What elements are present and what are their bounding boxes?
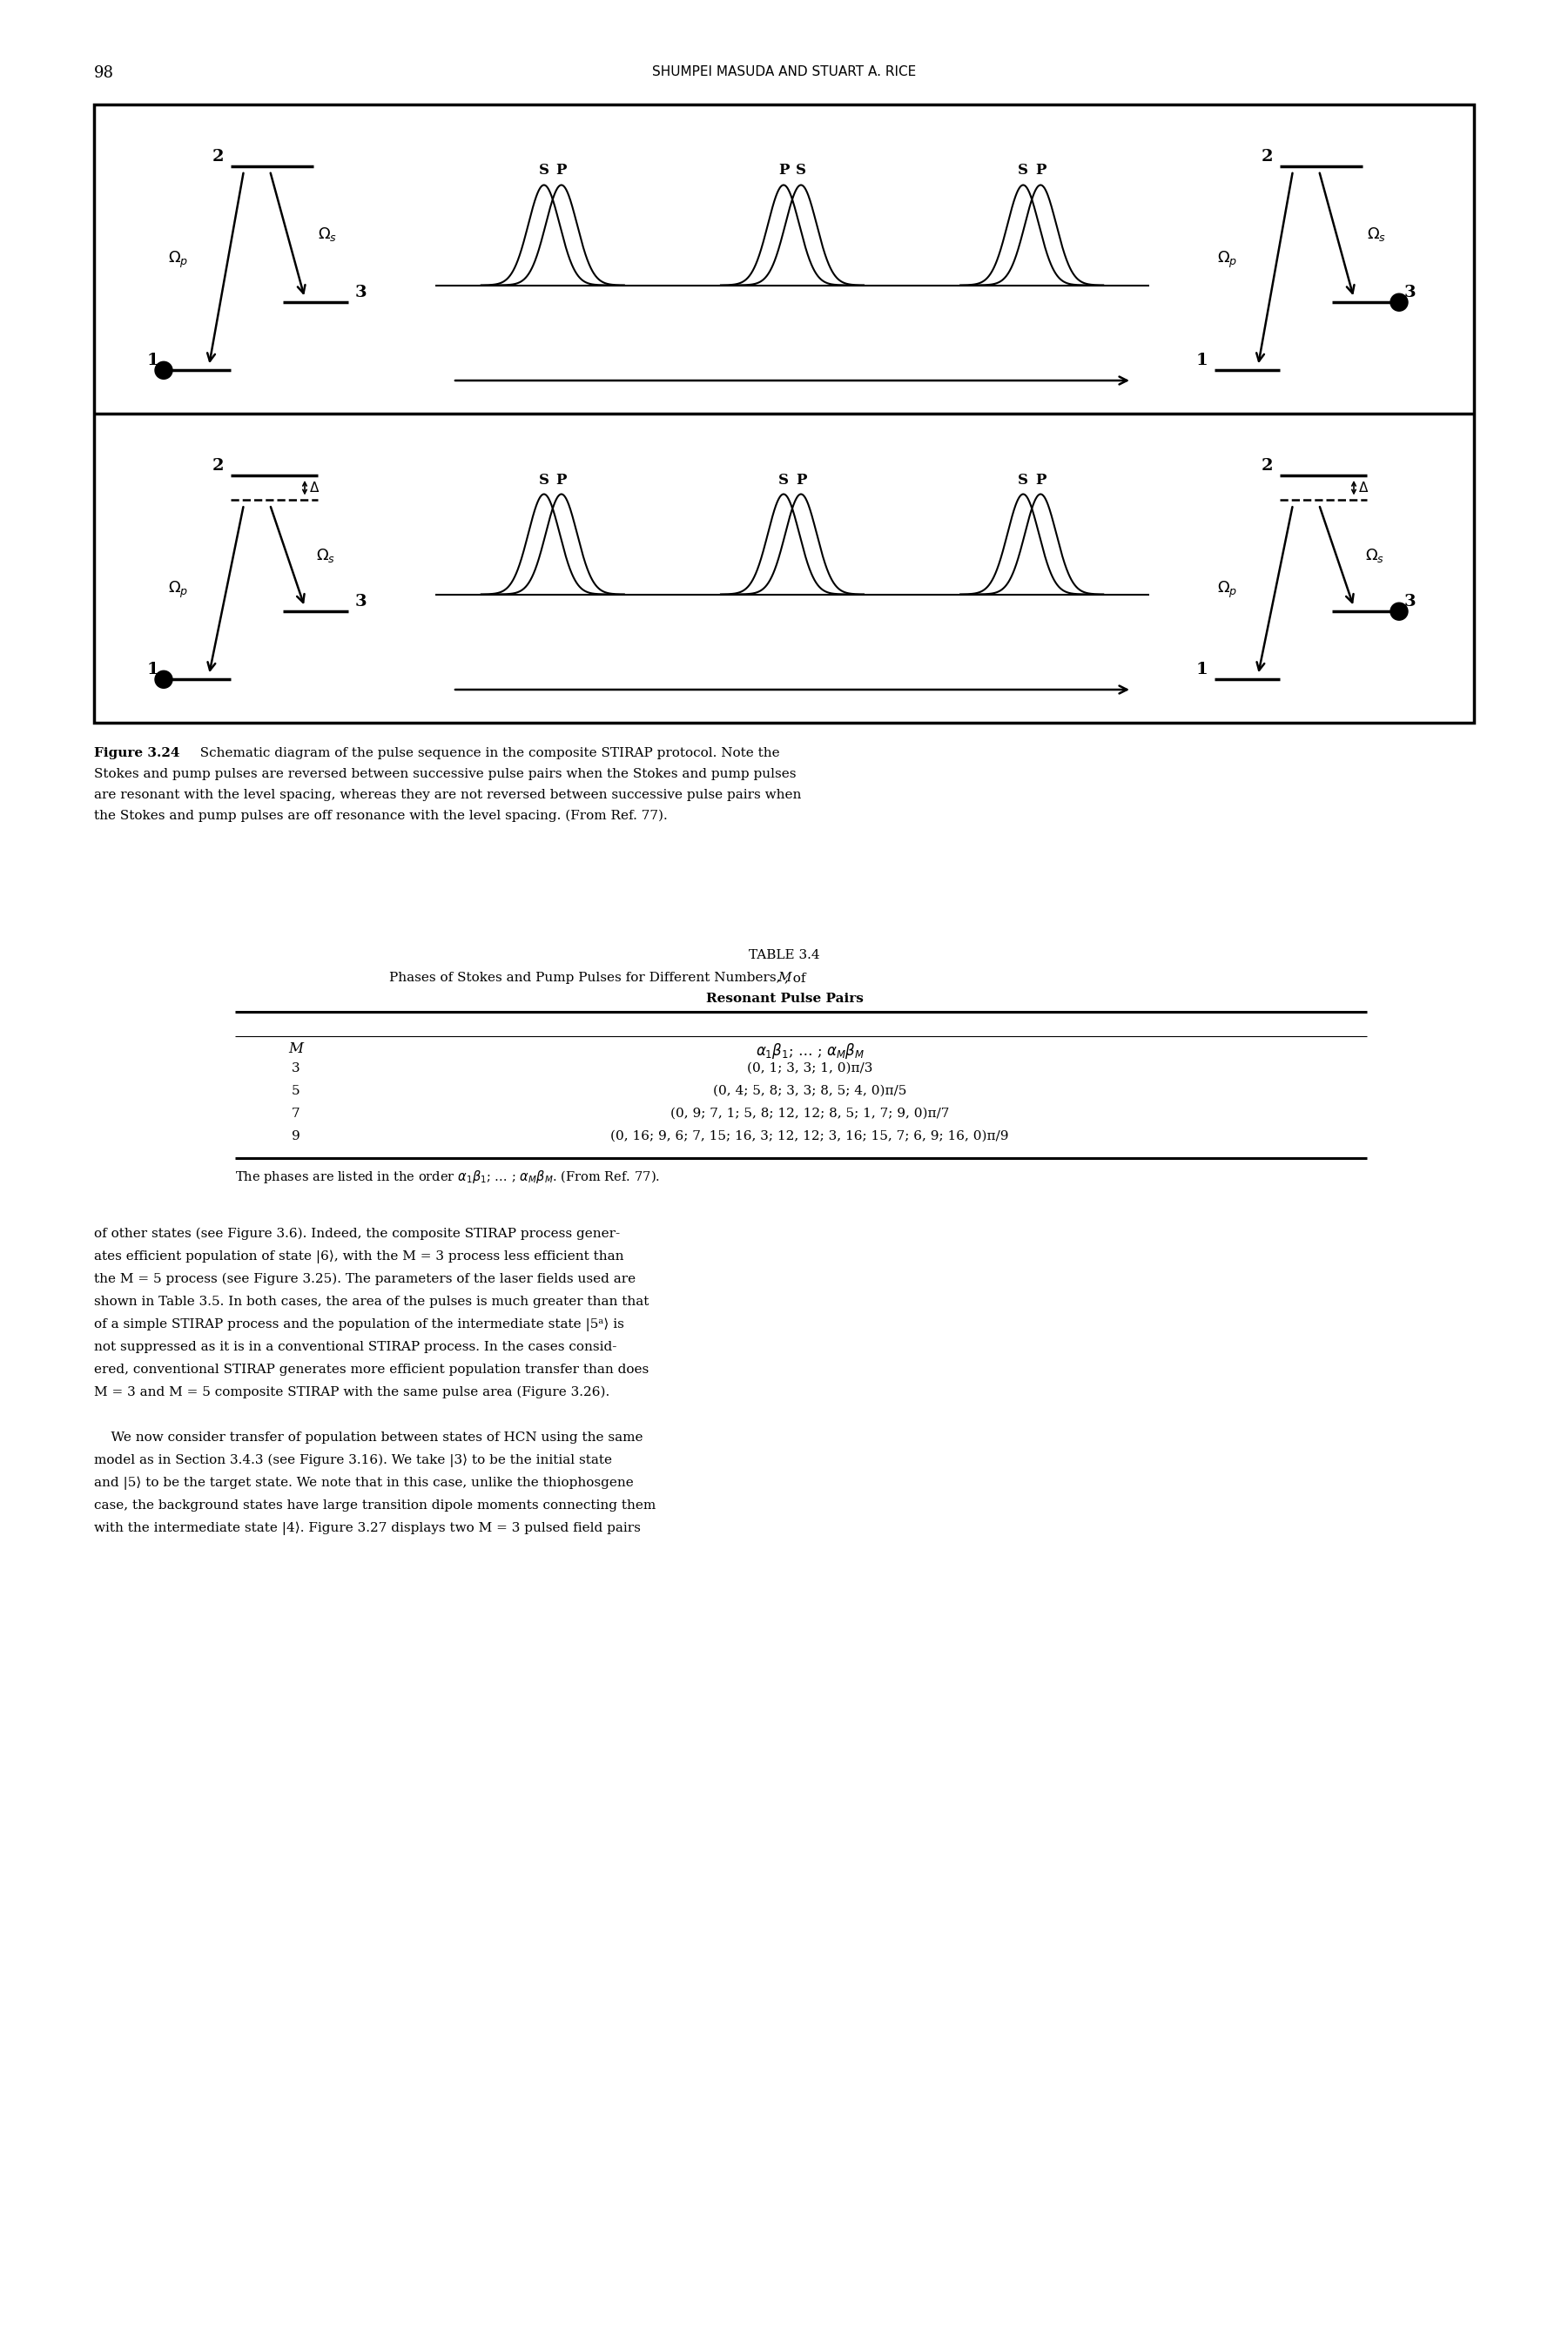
Text: $\Omega_s$: $\Omega_s$: [1367, 226, 1386, 242]
Text: M = 3 and M = 5 composite STIRAP with the same pulse area (Figure 3.26).: M = 3 and M = 5 composite STIRAP with th…: [94, 1387, 610, 1399]
Text: S: S: [539, 162, 549, 179]
Text: and |5⟩ to be the target state. We note that in this case, unlike the thiophosge: and |5⟩ to be the target state. We note …: [94, 1476, 633, 1491]
Text: with the intermediate state |4⟩. Figure 3.27 displays two M = 3 pulsed field pai: with the intermediate state |4⟩. Figure …: [94, 1521, 641, 1535]
Text: SHUMPEI MASUDA AND STUART A. RICE: SHUMPEI MASUDA AND STUART A. RICE: [652, 66, 916, 78]
Text: $\Omega_s$: $\Omega_s$: [317, 548, 336, 564]
Text: S: S: [1018, 473, 1029, 487]
Text: Phases of Stokes and Pump Pulses for Different Numbers,: Phases of Stokes and Pump Pulses for Dif…: [389, 971, 784, 985]
Text: $\Delta$: $\Delta$: [309, 482, 320, 494]
Circle shape: [1391, 294, 1408, 310]
Text: (0, 4; 5, 8; 3, 3; 8, 5; 4, 0)π/5: (0, 4; 5, 8; 3, 3; 8, 5; 4, 0)π/5: [713, 1084, 906, 1098]
Text: Schematic diagram of the pulse sequence in the composite STIRAP protocol. Note t: Schematic diagram of the pulse sequence …: [191, 748, 779, 759]
Circle shape: [155, 362, 172, 379]
Text: $\Omega_p$: $\Omega_p$: [168, 581, 188, 600]
Text: 3: 3: [1405, 595, 1416, 609]
Text: 1: 1: [146, 353, 158, 369]
Text: S: S: [539, 473, 549, 487]
Circle shape: [155, 670, 172, 689]
Text: 1: 1: [1195, 353, 1207, 369]
Text: 98: 98: [94, 66, 114, 80]
Text: TABLE 3.4: TABLE 3.4: [750, 950, 820, 962]
Text: We now consider transfer of population between states of HCN using the same: We now consider transfer of population b…: [94, 1432, 643, 1444]
Text: 7: 7: [292, 1107, 299, 1119]
Text: $\Delta$: $\Delta$: [1358, 482, 1369, 494]
Text: Figure 3.24: Figure 3.24: [94, 748, 180, 759]
Text: P: P: [795, 473, 806, 487]
Text: $\Omega_s$: $\Omega_s$: [1366, 548, 1385, 564]
Text: P: P: [778, 162, 789, 179]
Circle shape: [1391, 602, 1408, 621]
Text: the Stokes and pump pulses are off resonance with the level spacing. (From Ref. : the Stokes and pump pulses are off reson…: [94, 809, 668, 823]
Text: $\Omega_s$: $\Omega_s$: [318, 226, 337, 242]
Text: The phases are listed in the order $\alpha_1\beta_1$; … ; $\alpha_M\beta_M$. (Fr: The phases are listed in the order $\alp…: [235, 1168, 660, 1185]
Text: $\Omega_p$: $\Omega_p$: [168, 249, 188, 270]
Text: 2: 2: [1261, 148, 1273, 165]
Text: $\Omega_p$: $\Omega_p$: [1217, 249, 1237, 270]
Text: 2: 2: [212, 458, 224, 473]
Text: the M = 5 process (see Figure 3.25). The parameters of the laser fields used are: the M = 5 process (see Figure 3.25). The…: [94, 1272, 635, 1286]
Text: P: P: [557, 473, 566, 487]
Text: 5: 5: [292, 1084, 299, 1098]
Text: S: S: [778, 473, 789, 487]
Text: 3: 3: [1405, 284, 1416, 301]
Text: , of: , of: [784, 971, 806, 985]
Text: $\Omega_p$: $\Omega_p$: [1217, 581, 1237, 600]
Text: S: S: [1018, 162, 1029, 179]
Text: 3: 3: [356, 284, 367, 301]
Text: 1: 1: [146, 663, 158, 677]
Text: shown in Table 3.5. In both cases, the area of the pulses is much greater than t: shown in Table 3.5. In both cases, the a…: [94, 1295, 649, 1307]
Bar: [94, 103, 1474, 722]
Text: M: M: [778, 971, 792, 985]
Text: 2: 2: [1261, 458, 1273, 473]
Text: not suppressed as it is in a conventional STIRAP process. In the cases consid-: not suppressed as it is in a conventiona…: [94, 1340, 616, 1354]
Text: 9: 9: [292, 1131, 299, 1143]
Text: of a simple STIRAP process and the population of the intermediate state |5ᵃ⟩ is: of a simple STIRAP process and the popul…: [94, 1319, 624, 1331]
Text: case, the background states have large transition dipole moments connecting them: case, the background states have large t…: [94, 1500, 655, 1512]
Text: P: P: [557, 162, 566, 179]
Text: P: P: [1035, 162, 1046, 179]
Text: Stokes and pump pulses are reversed between successive pulse pairs when the Stok: Stokes and pump pulses are reversed betw…: [94, 769, 797, 781]
Text: P: P: [1035, 473, 1046, 487]
Text: S: S: [795, 162, 806, 179]
Text: $\alpha_1\beta_1$; … ; $\alpha_M\beta_M$: $\alpha_1\beta_1$; … ; $\alpha_M\beta_M$: [756, 1041, 864, 1060]
Text: 1: 1: [1195, 663, 1207, 677]
Text: Resonant Pulse Pairs: Resonant Pulse Pairs: [706, 992, 862, 1004]
Text: ates efficient population of state |6⟩, with the M = 3 process less efficient th: ates efficient population of state |6⟩, …: [94, 1251, 624, 1265]
Text: M: M: [289, 1041, 304, 1056]
Text: 2: 2: [212, 148, 224, 165]
Text: model as in Section 3.4.3 (see Figure 3.16). We take |3⟩ to be the initial state: model as in Section 3.4.3 (see Figure 3.…: [94, 1455, 612, 1467]
Text: 3: 3: [292, 1063, 299, 1074]
Text: 3: 3: [356, 595, 367, 609]
Text: of other states (see Figure 3.6). Indeed, the composite STIRAP process gener-: of other states (see Figure 3.6). Indeed…: [94, 1227, 619, 1241]
Text: are resonant with the level spacing, whereas they are not reversed between succe: are resonant with the level spacing, whe…: [94, 790, 801, 802]
Text: (0, 1; 3, 3; 1, 0)π/3: (0, 1; 3, 3; 1, 0)π/3: [746, 1063, 872, 1074]
Text: (0, 9; 7, 1; 5, 8; 12, 12; 8, 5; 1, 7; 9, 0)π/7: (0, 9; 7, 1; 5, 8; 12, 12; 8, 5; 1, 7; 9…: [670, 1107, 949, 1119]
Text: ered, conventional STIRAP generates more efficient population transfer than does: ered, conventional STIRAP generates more…: [94, 1364, 649, 1375]
Text: (0, 16; 9, 6; 7, 15; 16, 3; 12, 12; 3, 16; 15, 7; 6, 9; 16, 0)π/9: (0, 16; 9, 6; 7, 15; 16, 3; 12, 12; 3, 1…: [610, 1131, 1008, 1143]
